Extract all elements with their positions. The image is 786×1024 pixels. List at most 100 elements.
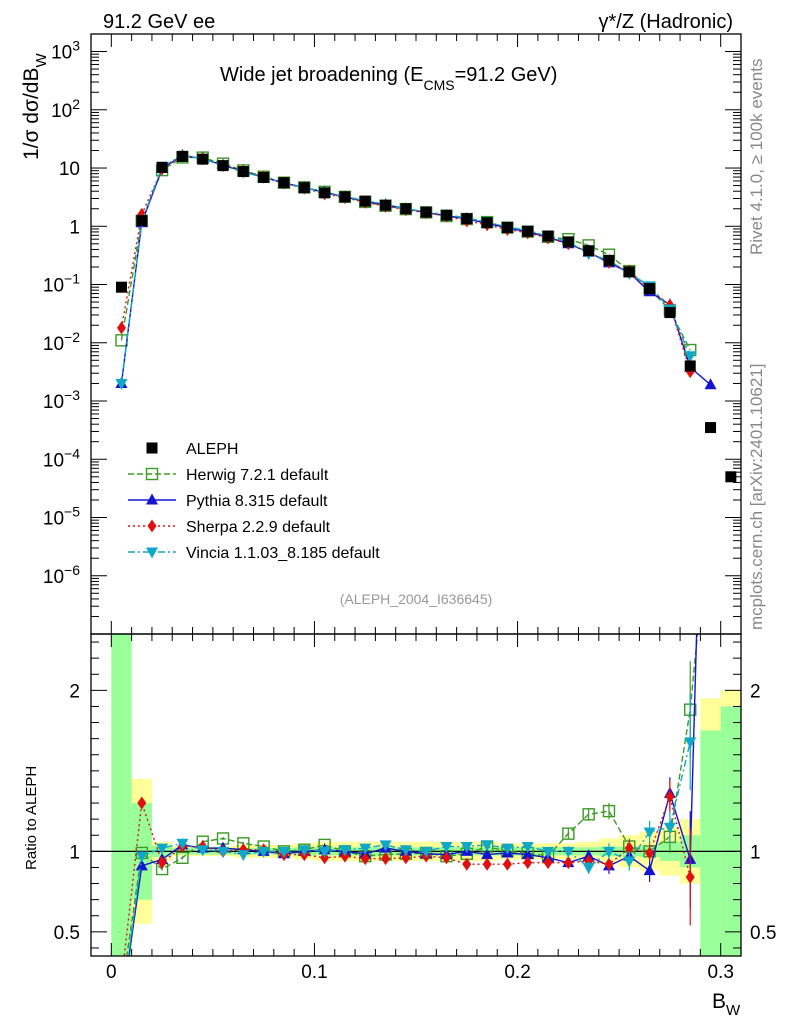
- ratio-series-3-point: [481, 840, 494, 852]
- ratio-tick-label-left: 0.5: [54, 923, 80, 944]
- legend-marker: [145, 467, 159, 481]
- legend-marker: [146, 547, 158, 559]
- ratio-series-2-point: [441, 851, 451, 865]
- ratio-tick-label-right: 0.5: [750, 923, 776, 944]
- reference-point: [115, 281, 127, 293]
- ratio-series-3-point: [440, 842, 453, 854]
- ratio-tick-label-left: 1: [69, 842, 80, 863]
- ratio-series-3-point: [542, 846, 555, 858]
- reference-point: [705, 422, 717, 434]
- series-2-point: [116, 321, 126, 335]
- main-frame: [90, 33, 742, 635]
- legend-entry: Herwig 7.2.1 default: [128, 467, 329, 484]
- reference-point: [298, 182, 310, 194]
- y-tick-exponent: −5: [64, 504, 80, 520]
- header-right: γ*/Z (Hadronic): [599, 11, 733, 33]
- ratio-series-2-point: [360, 852, 370, 866]
- y-tick-base: 10: [43, 276, 64, 297]
- reference-point: [258, 171, 270, 183]
- ratio-series-0-point: [582, 808, 595, 821]
- ratio-series-3-point: [156, 843, 169, 855]
- y-tick-base: 10: [43, 450, 64, 471]
- y-tick-exponent: 3: [72, 38, 80, 54]
- ratio-series-3-point: [318, 846, 331, 858]
- y-tick-exponent: −2: [64, 329, 80, 345]
- ratio-series-3-point: [420, 846, 433, 858]
- band-green-bin: [700, 730, 721, 956]
- band-green-bin: [111, 634, 132, 956]
- reference-point: [197, 153, 209, 165]
- reference-point: [217, 160, 229, 172]
- chart-title-sub: CMS: [423, 77, 454, 93]
- series-3-point: [684, 351, 697, 363]
- rivet-note: Rivet 4.1.0, ≥ 100k events: [747, 59, 766, 255]
- y-tick-label: 10−6: [43, 562, 80, 588]
- legend-entry: Vincia 1.1.03_8.185 default: [128, 545, 380, 562]
- ratio-series-2-point: [157, 856, 167, 870]
- ratio-series-3-point: [521, 842, 534, 854]
- y-tick-base: 10: [59, 159, 80, 180]
- series-0: [115, 151, 697, 357]
- ratio-series-3-point: [135, 851, 148, 863]
- reference-point: [664, 307, 676, 319]
- reference-point: [400, 203, 412, 215]
- reference-point: [339, 191, 351, 203]
- legend-label: Sherpa 2.2.9 default: [186, 519, 331, 536]
- ratio-series-3-point: [501, 843, 514, 855]
- ratio-series-3-point: [217, 846, 230, 858]
- ratio-series-3-point: [196, 845, 209, 857]
- y-tick-exponent: 2: [72, 96, 80, 112]
- ratio-series-3-point: [623, 856, 636, 868]
- reference-point: [481, 217, 493, 229]
- series-line-0: [120, 156, 691, 351]
- x-axis-label-main: B: [712, 990, 726, 1013]
- ratio-series-2-point: [482, 857, 492, 871]
- ratio-series-2-point: [685, 870, 695, 884]
- ratio-series-2-point: [401, 851, 411, 865]
- analysis-tag: (ALEPH_2004_I636645): [340, 591, 493, 607]
- legend-label: Pythia 8.315 default: [186, 493, 328, 510]
- x-tick-label: 0.1: [301, 962, 327, 983]
- ratio-series-0-point: [602, 804, 616, 818]
- ratio-series-3-point: [277, 846, 290, 858]
- reference-point: [562, 236, 574, 248]
- y-tick-label: 10−3: [43, 387, 80, 413]
- ratio-series-3-point: [602, 846, 615, 858]
- ratio-line-0: [126, 634, 699, 956]
- ratio-series-3-point: [257, 846, 270, 858]
- reference-point: [623, 266, 635, 278]
- y-tick-label: 1: [69, 217, 80, 238]
- reference-point: [603, 254, 615, 266]
- ratio-series-1-point: [643, 864, 656, 876]
- ratio-series-1-point: [521, 848, 534, 860]
- ratio-series-3-point: [663, 822, 676, 834]
- reference-point: [278, 177, 290, 189]
- legend-entry: ALEPH: [146, 441, 238, 458]
- reference-point: [380, 199, 392, 211]
- ratio-series-3-point: [379, 840, 392, 852]
- y-tick-base: 10: [43, 567, 64, 588]
- y-tick-label: 10−2: [43, 329, 80, 355]
- legend-marker: [146, 442, 158, 454]
- series-line-3: [120, 154, 691, 384]
- legend-entry: Pythia 8.315 default: [128, 493, 328, 510]
- y-tick-label: 10−5: [43, 504, 80, 530]
- reference-point: [684, 360, 696, 372]
- legend: ALEPH Herwig 7.2.1 default Pythia 8.315 de…: [128, 441, 380, 562]
- ratio-series-3-point: [562, 846, 575, 858]
- reference-point: [501, 222, 513, 234]
- ratio-series-2-point: [563, 856, 573, 870]
- y-tick-exponent: −4: [64, 445, 80, 461]
- y-axis-label-sub: W: [33, 53, 50, 68]
- ratio-line-2: [123, 794, 691, 956]
- ratio-frame: [90, 633, 742, 957]
- x-axis-label: BW: [712, 990, 741, 1019]
- y-tick-label: 102: [51, 96, 80, 122]
- ratio-series-2-point: [645, 846, 655, 860]
- x-axis-label-sub: W: [726, 1002, 741, 1019]
- y-tick-exponent: −3: [64, 387, 80, 403]
- ratio-series-2-point: [543, 856, 553, 870]
- y-tick-base: 10: [51, 43, 72, 64]
- series-line-1: [120, 154, 711, 386]
- chart-title-main: Wide jet broadening (E: [220, 64, 423, 86]
